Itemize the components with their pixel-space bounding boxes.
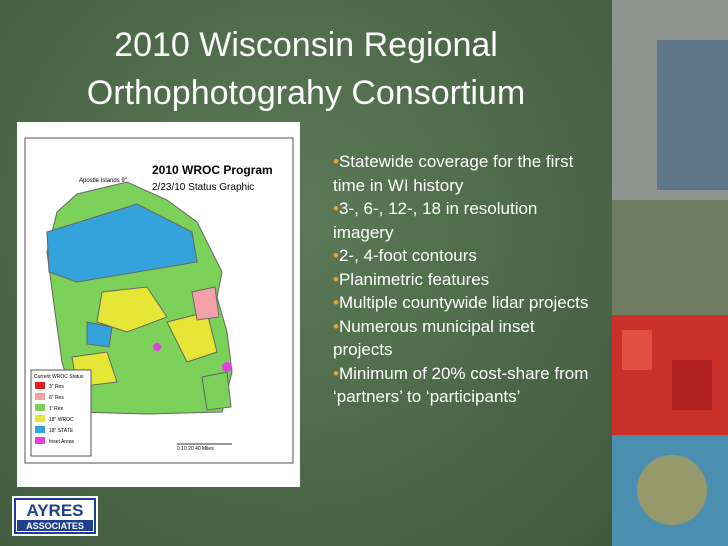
logo: AYRES ASSOCIATES	[12, 496, 98, 536]
image-strip	[612, 0, 728, 546]
bullet: Numerous municipal inset projects	[333, 315, 595, 362]
bullet: Planimetric features	[333, 268, 595, 292]
legend-label: 18" WROC	[49, 417, 74, 423]
legend-swatch	[35, 437, 45, 444]
bullet-text: Minimum of 20% cost-share from ‘partners…	[333, 363, 589, 407]
bullet-list: Statewide coverage for the first time in…	[333, 150, 595, 409]
bullet: 3-, 6-, 12-, 18 in resolution imagery	[333, 197, 595, 244]
logo-sub: ASSOCIATES	[26, 521, 84, 531]
bullet-text: 2-, 4-foot contours	[338, 246, 477, 265]
legend-label: 18" STATE	[49, 428, 74, 434]
legend-label: 1' Res	[49, 406, 64, 412]
title-line: 2010 Wisconsin Regional	[114, 26, 498, 64]
bullet-text: Planimetric features	[338, 269, 490, 289]
legend-title: Current WROC Status	[34, 374, 84, 380]
bullet-text: Numerous municipal inset projects	[333, 316, 535, 360]
legend-swatch	[35, 426, 45, 433]
bullet: Statewide coverage for the first time in…	[333, 150, 595, 197]
logo-name: AYRES	[26, 501, 83, 520]
legend-label: 3" Res	[49, 384, 64, 390]
bullet-text: Statewide coverage for the first time in…	[333, 152, 574, 195]
map-title: 2010 WROC Program	[152, 163, 273, 177]
map-subtitle: 2/23/10 Status Graphic	[152, 182, 254, 193]
legend-swatch	[35, 393, 45, 400]
legend-label: 6" Res	[49, 395, 64, 401]
bullet-text: Multiple countywide lidar projects	[338, 293, 589, 312]
scale-label: 0 10 20 40 Miles	[177, 446, 214, 452]
bullet: Minimum of 20% cost-share from ‘partners…	[333, 362, 595, 409]
title-line: Orthophotograhy Consortium	[86, 74, 526, 112]
legend-label: Inset Areas	[49, 439, 75, 445]
bullet: Multiple countywide lidar projects	[333, 291, 595, 315]
map-note: Apostle Islands 9"	[79, 178, 127, 184]
bullet-text: 3-, 6-, 12-, 18 in resolution imagery	[333, 199, 538, 242]
bullet: 2-, 4-foot contours	[333, 244, 595, 268]
legend-swatch	[35, 382, 45, 389]
map-image: 2010 WROC Program 2/23/10 Status Graphic…	[17, 122, 300, 487]
legend-swatch	[35, 404, 45, 411]
legend-swatch	[35, 415, 45, 422]
legend: Current WROC Status 3" Res 6" Res 1' Res 18…	[30, 369, 92, 457]
